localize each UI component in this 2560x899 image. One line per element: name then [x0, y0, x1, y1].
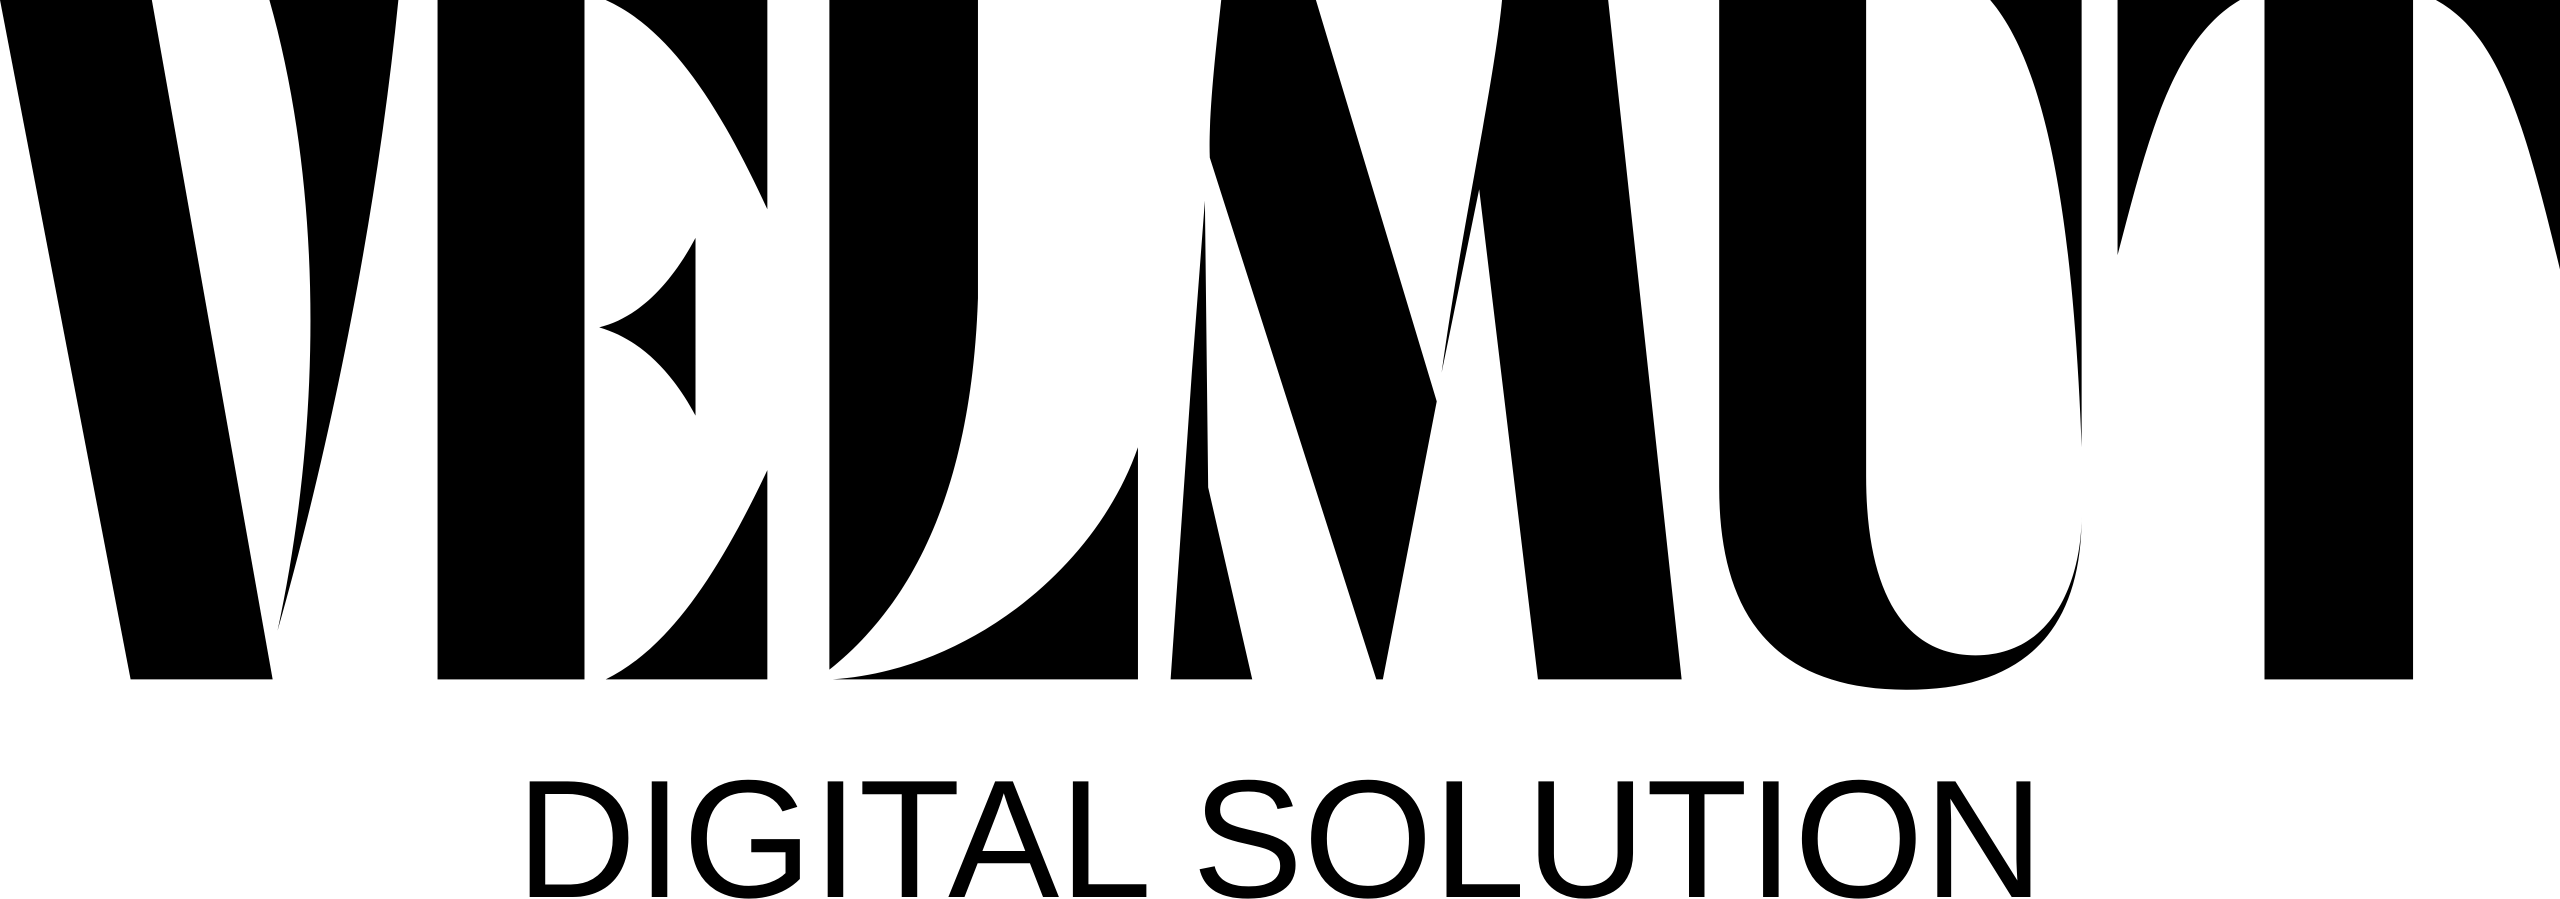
- letter-e: [437, 0, 768, 680]
- letter-m: [1170, 0, 1682, 680]
- letter-u: [1719, 0, 2082, 690]
- letter-t: [2117, 0, 2560, 680]
- letter-v: [0, 0, 399, 680]
- letter-l: [829, 0, 1138, 680]
- tagline-text: DIGITAL SOLUTION: [516, 745, 2044, 899]
